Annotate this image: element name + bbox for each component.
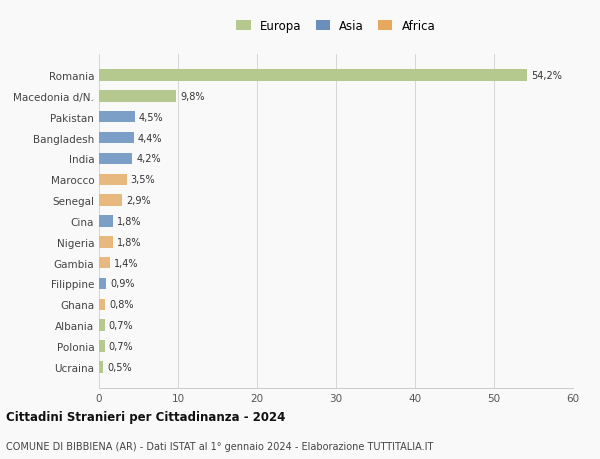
- Bar: [99, 153, 132, 165]
- Bar: [99, 216, 113, 227]
- Bar: [99, 236, 113, 248]
- Text: 0,5%: 0,5%: [107, 362, 131, 372]
- Text: 4,4%: 4,4%: [138, 133, 162, 143]
- Text: 1,8%: 1,8%: [117, 237, 142, 247]
- Bar: [99, 320, 104, 331]
- Text: 4,2%: 4,2%: [136, 154, 161, 164]
- Bar: [99, 299, 106, 310]
- Text: 54,2%: 54,2%: [531, 71, 562, 81]
- Bar: [99, 195, 122, 207]
- Bar: [99, 112, 134, 123]
- Text: 0,7%: 0,7%: [109, 341, 133, 351]
- Bar: [99, 257, 110, 269]
- Legend: Europa, Asia, Africa: Europa, Asia, Africa: [234, 18, 438, 35]
- Text: Cittadini Stranieri per Cittadinanza - 2024: Cittadini Stranieri per Cittadinanza - 2…: [6, 410, 286, 423]
- Bar: [99, 278, 106, 290]
- Text: 0,8%: 0,8%: [109, 300, 134, 310]
- Bar: [99, 70, 527, 82]
- Text: 4,5%: 4,5%: [139, 112, 163, 123]
- Bar: [99, 133, 134, 144]
- Text: 0,9%: 0,9%: [110, 279, 134, 289]
- Text: 3,5%: 3,5%: [131, 175, 155, 185]
- Text: 1,4%: 1,4%: [114, 258, 139, 268]
- Text: 9,8%: 9,8%: [181, 92, 205, 102]
- Text: 0,7%: 0,7%: [109, 320, 133, 330]
- Text: COMUNE DI BIBBIENA (AR) - Dati ISTAT al 1° gennaio 2024 - Elaborazione TUTTITALI: COMUNE DI BIBBIENA (AR) - Dati ISTAT al …: [6, 441, 433, 451]
- Bar: [99, 174, 127, 185]
- Bar: [99, 91, 176, 102]
- Text: 2,9%: 2,9%: [126, 196, 151, 206]
- Bar: [99, 361, 103, 373]
- Text: 1,8%: 1,8%: [117, 217, 142, 226]
- Bar: [99, 341, 104, 352]
